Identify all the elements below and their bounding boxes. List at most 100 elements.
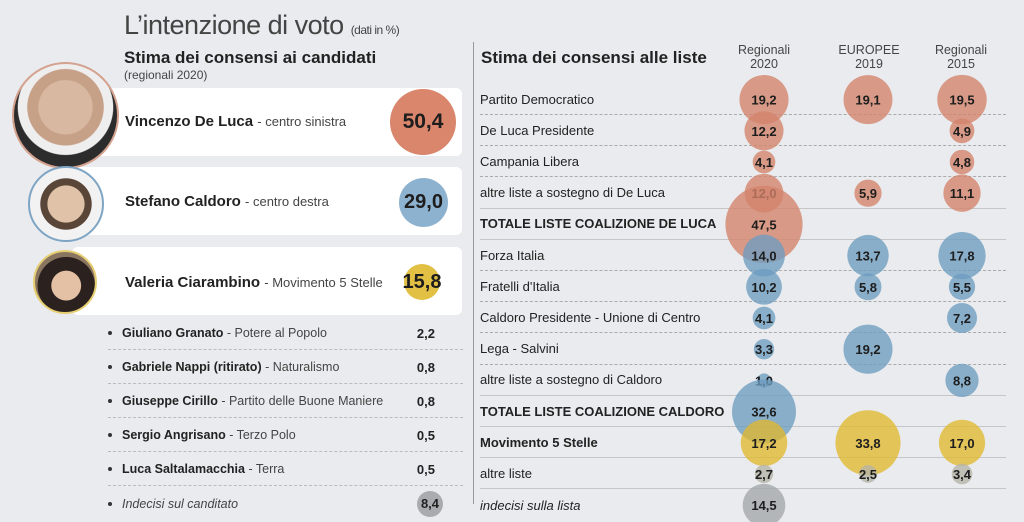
list-row-label: altre liste a sostegno di De Luca	[480, 185, 665, 201]
list-bubble	[835, 410, 901, 476]
minor-candidate-value: 0,5	[416, 427, 435, 443]
list-bubble-label: 10,2	[751, 280, 776, 295]
list-bubble-label: 47,5	[751, 217, 776, 232]
minor-candidate-value: 8,4	[417, 490, 443, 517]
title-note: (dati in %)	[350, 23, 400, 37]
list-bubble	[949, 149, 975, 175]
minor-candidate-value: 2,2	[416, 325, 435, 341]
bullet-icon	[108, 365, 112, 369]
list-bubble-label: 33,8	[855, 436, 880, 451]
list-bubble-label: 5,9	[859, 186, 877, 201]
minor-candidate-party: - Partito delle Buone Maniere	[217, 394, 384, 408]
list-bubble-label: 14,5	[751, 498, 776, 513]
list-row-label: TOTALE LISTE COALIZIONE CALDORO	[480, 403, 725, 419]
list-row: indecisi sulla lista	[480, 490, 1006, 521]
list-row: De Luca Presidente	[480, 115, 1006, 147]
list-bubble	[843, 324, 893, 374]
lists-heading: Stima dei consensi alle liste	[481, 48, 707, 67]
list-bubble	[948, 273, 976, 300]
list-row: Lega - Salvini	[480, 334, 1006, 365]
minor-candidate-party: - Terzo Polo	[225, 428, 296, 442]
page-title: L’intenzione di voto (dati in %)	[124, 10, 400, 41]
list-bubble	[938, 231, 986, 280]
list-row: Partito Democratico	[480, 84, 1006, 115]
minor-candidate-row: Giuliano Granato - Potere al Popolo 2,2	[108, 317, 463, 350]
list-bubble-label: 3,3	[755, 342, 773, 357]
list-row-label: De Luca Presidente	[480, 122, 595, 138]
minor-candidate-row: Luca Saltalamacchia - Terra 0,5	[108, 453, 463, 486]
candidates-heading: Stima dei consensi ai candidati	[124, 48, 377, 67]
bullet-icon	[108, 467, 112, 471]
list-bubble	[949, 118, 975, 144]
list-bubble	[739, 75, 789, 125]
list-row: Forza Italia	[480, 240, 1006, 271]
list-row-label: Movimento 5 Stelle	[480, 434, 598, 450]
minor-candidate-party: - Potere al Popolo	[223, 326, 327, 340]
list-bubble	[746, 268, 782, 305]
list-bubble-label: 13,7	[855, 249, 880, 264]
candidate-name-caldoro: Stefano Caldoro - centro destra	[125, 193, 329, 210]
list-bubble	[943, 174, 981, 212]
list-bubble	[753, 339, 775, 360]
column-header-regionali-2020: Regionali 2020	[737, 43, 791, 71]
minor-candidate-row: Sergio Angrisano - Terzo Polo 0,5	[108, 419, 463, 452]
minor-candidate-name: Luca Saltalamacchia	[122, 462, 245, 476]
candidate-value-de-luca: 50,4	[390, 89, 456, 155]
candidate-name-ciarambino: Valeria Ciarambino - Movimento 5 Stelle	[125, 274, 383, 291]
minor-candidate-name: Giuliano Granato	[122, 326, 224, 340]
list-bubble	[752, 306, 776, 330]
list-row-label: Campania Libera	[480, 153, 580, 169]
list-bubble	[945, 363, 979, 398]
avatar-caldoro	[28, 166, 104, 242]
list-bubble-label: 5,8	[859, 280, 877, 295]
minor-candidate-value: 0,5	[416, 461, 435, 477]
candidate-value-ciarambino: 15,8	[403, 264, 441, 300]
candidate-card-ciarambino	[72, 247, 462, 315]
list-bubble-label: 2,7	[755, 467, 773, 482]
list-bubble	[938, 419, 986, 466]
list-bubble	[742, 483, 786, 522]
list-bubble-label: 14,0	[751, 249, 776, 264]
list-bubble-label: 17,0	[949, 436, 974, 451]
column-header-regionali-2015: Regionali 2015	[934, 43, 988, 71]
list-row-label: altre liste a sostegno di Caldoro	[480, 372, 663, 388]
minor-candidate-name: Giuseppe Cirillo	[122, 394, 218, 408]
list-row-label: altre liste	[480, 465, 533, 481]
list-bubble-label: 32,6	[751, 405, 776, 420]
list-bubble-label: 2,5	[859, 467, 877, 482]
section-divider	[473, 42, 474, 504]
list-row-label: Lega - Salvini	[480, 341, 559, 357]
list-row: Caldoro Presidente - Unione di Centro	[480, 302, 1006, 334]
list-bubble-label: 19,5	[949, 93, 974, 108]
bullet-icon	[108, 433, 112, 437]
list-bubble-label: 4,1	[755, 311, 773, 326]
list-bubble-label: 7,2	[953, 311, 971, 326]
candidates-subheading: (regionali 2020)	[124, 68, 208, 82]
minor-candidate-row: Indecisi sul canditato 8,4	[108, 487, 463, 520]
list-bubble-label: 5,5	[953, 280, 971, 295]
title-text: L’intenzione di voto	[124, 10, 344, 40]
list-bubble	[937, 74, 987, 125]
list-bubble	[744, 111, 784, 151]
minor-candidate-name: Sergio Angrisano	[122, 428, 226, 442]
list-bubble-label: 3,4	[953, 467, 972, 482]
candidate-name-de-luca: Vincenzo De Luca - centro sinistra	[125, 113, 347, 130]
minor-candidate-row: Giuseppe Cirillo - Partito delle Buone M…	[108, 385, 463, 418]
list-bubble-label: 17,2	[751, 436, 776, 451]
avatar-ciarambino	[33, 250, 97, 314]
list-row-label: Partito Democratico	[480, 91, 595, 107]
bullet-icon	[108, 501, 112, 506]
list-row-label: Forza Italia	[480, 247, 545, 263]
list-bubble-label: 11,1	[950, 186, 975, 201]
list-row: Movimento 5 Stelle	[480, 427, 1006, 459]
minor-candidate-name: Indecisi sul canditato	[122, 496, 239, 511]
list-row: Fratelli d'Italia	[480, 271, 1006, 303]
list-bubble-label: 4,9	[953, 124, 971, 139]
list-bubble-label: 4,1	[755, 155, 773, 170]
list-bubble	[847, 234, 889, 277]
minor-candidate-value: 0,8	[416, 359, 435, 375]
list-bubble-label: 4,8	[953, 155, 971, 170]
list-bubble	[946, 302, 978, 334]
list-bubble-label: 17,8	[949, 249, 974, 264]
list-bubble	[743, 234, 785, 277]
